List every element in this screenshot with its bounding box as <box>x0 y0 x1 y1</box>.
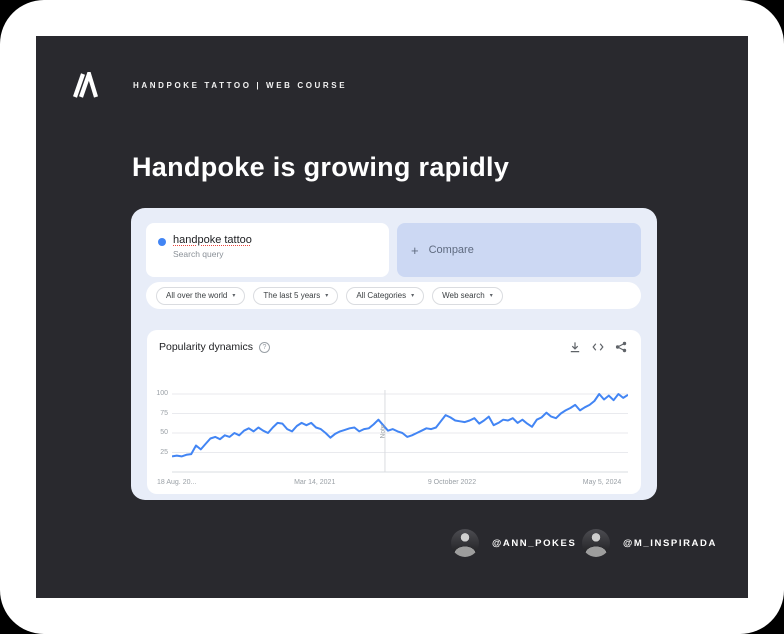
trend-chart-svg <box>172 390 628 473</box>
filter-searchtype-label: Web search <box>442 291 485 300</box>
chevron-down-icon: ▾ <box>489 292 493 299</box>
y-axis-tick-label: 75 <box>160 409 168 417</box>
filter-timerange-label: The last 5 years <box>263 291 321 300</box>
embed-icon[interactable] <box>592 341 604 353</box>
filter-category-label: All Categories <box>356 291 407 300</box>
chevron-down-icon: ▾ <box>411 292 415 299</box>
x-axis-tick-label: May 5, 2024 <box>582 479 622 486</box>
chart-title: Popularity dynamics <box>159 341 253 353</box>
compare-button[interactable]: + Compare <box>397 223 641 277</box>
y-axis-tick-label: 25 <box>160 448 168 456</box>
download-icon[interactable] <box>569 341 581 353</box>
plus-icon: + <box>411 242 419 258</box>
chevron-down-icon: ▾ <box>232 292 236 299</box>
credit-item: @ANN_POKES <box>451 529 576 557</box>
query-type-label: Search query <box>173 249 224 259</box>
compare-label: Compare <box>428 244 474 256</box>
chevron-down-icon: ▾ <box>325 292 329 299</box>
chart-note-annotation: Note <box>379 424 387 439</box>
share-icon[interactable] <box>615 341 627 353</box>
filter-region-label: All over the world <box>166 291 228 300</box>
trend-plot: 25 50 75 100 18 Aug. 20... Mar 14, 2021 9 Octo… <box>147 386 641 492</box>
ann-avatar <box>451 529 479 557</box>
filter-bar: All over the world ▾ The last 5 years ▾ … <box>146 282 641 309</box>
filter-category-dropdown[interactable]: All Categories ▾ <box>346 286 425 305</box>
credit-handle: @M_INSPIRADA <box>623 537 717 549</box>
filter-searchtype-dropdown[interactable]: Web search ▾ <box>432 286 503 305</box>
x-axis-tick-label: 9 October 2022 <box>427 479 477 486</box>
slide-background: HANDPOKE TATTOO | WEB COURSE Handpoke is… <box>36 36 748 598</box>
slide-title: Handpoke is growing rapidly <box>132 152 510 182</box>
search-query-chip[interactable]: handpoke tattoo Search query <box>146 223 389 277</box>
query-text: handpoke tattoo <box>173 234 252 246</box>
credit-handle: @ANN_POKES <box>492 537 577 549</box>
filter-timerange-dropdown[interactable]: The last 5 years ▾ <box>253 286 339 305</box>
x-axis-tick-label: Mar 14, 2021 <box>294 479 336 486</box>
m-inspirada-avatar <box>582 529 610 557</box>
credit-item: @M_INSPIRADA <box>582 529 717 557</box>
y-axis-tick-label: 100 <box>156 390 168 397</box>
x-axis-tick-label: 18 Aug. 20... <box>157 479 197 486</box>
help-icon[interactable]: ? <box>258 341 270 353</box>
brand-mark-icon <box>73 72 98 98</box>
course-kicker: HANDPOKE TATTOO | WEB COURSE <box>133 81 348 90</box>
popularity-chart-card: Popularity dynamics ? <box>147 330 641 494</box>
series-color-dot <box>158 238 166 246</box>
filter-region-dropdown[interactable]: All over the world ▾ <box>156 286 246 305</box>
y-axis-tick-label: 50 <box>160 429 168 436</box>
trends-panel: handpoke tattoo Search query + Compare A… <box>131 208 657 500</box>
